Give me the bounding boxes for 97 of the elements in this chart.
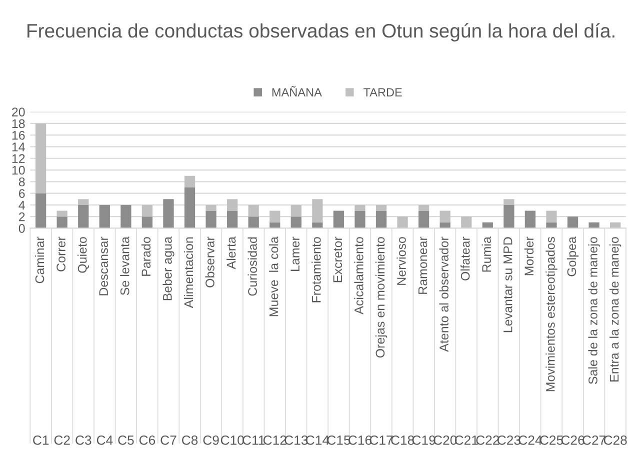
bar [142,216,153,228]
bar [504,204,514,228]
x-tick-label: Rumia [482,236,491,272]
text: C2 [54,435,70,445]
bar [163,199,174,228]
bar [120,204,132,228]
bar [333,210,344,228]
x-tick-label: Frotamiento [312,237,321,302]
legend-label: TARDE [364,88,402,96]
bar [418,204,430,211]
x-tick-label: Movimientos estereotipados [546,237,558,392]
x-tick-label: Lamer [290,236,300,271]
text: C3 [76,435,92,445]
y-tick-label: 18 [12,119,25,128]
text: C8 [182,435,198,445]
bar [78,204,89,228]
text: C4 [96,435,113,445]
bar [354,210,366,228]
bar [376,204,387,211]
bar [56,216,68,228]
y-tick-label: 14 [12,142,25,152]
x-tick-label: Excretor [333,236,342,282]
bar [226,199,238,211]
text: C17 [370,435,393,445]
bar [248,216,259,228]
bar [184,176,196,188]
bar [206,210,216,228]
x-tick-label: Ramonear [418,236,428,294]
x-tick-label: Observar [205,236,214,288]
x-tick-label: Entra a la zona de manejo [609,237,622,382]
bar [290,204,302,217]
x-tick-label: Atento al observador [439,236,448,352]
x-tick-label: Alimentacion [184,237,194,308]
x-tick-label: Levantar su MPD [504,237,512,332]
x-tick-label: Olfatear [460,236,470,280]
y-tick-label: 2 [18,212,25,222]
text: C5 [118,435,134,445]
y-tick-label: 20 [12,108,25,116]
bar [35,193,46,228]
bar [312,199,323,222]
x-tick-label: Mueve la cola [269,236,278,316]
text: C12 [263,435,286,445]
chart-title: Frecuencia de conductas observadas en Otun según la hora del día. [28,23,614,42]
y-tick-label: 8 [18,177,25,186]
bar [35,123,46,194]
bar [78,199,89,205]
x-tick-label: Nervioso [396,237,406,285]
x-tick-label: Morder [524,236,534,276]
x-tick-label: Parado [141,237,151,276]
x-tick-label: Correr [56,236,66,272]
bar [567,216,578,228]
text: C27 [582,435,606,445]
bar [418,210,430,228]
legend-label: MAÑANA [272,86,322,96]
bar [461,216,472,228]
bar [524,210,536,228]
text: C15 [327,435,350,445]
bar [397,216,408,228]
bar [184,187,196,228]
bar [226,210,238,228]
bar [290,216,302,228]
text: C22 [476,435,500,445]
y-tick-label: 12 [12,154,25,163]
x-tick-label: Beber agua [162,236,174,300]
y-tick-label: 6 [18,189,25,198]
bar [376,210,387,228]
x-tick-label: Caminar [34,236,44,284]
x-tick-label: Golpea [566,236,579,276]
y-tick-label: 0 [18,224,25,233]
x-tick-label: Sale de la zona de manejo [588,237,600,384]
bar [354,204,366,211]
x-tick-label: Se levanta [120,236,130,296]
bar [206,204,216,211]
bar [504,199,514,205]
x-tick-label: Quieto [78,237,89,273]
text: C10 [220,435,244,445]
text: C11 [242,435,265,445]
bar [142,204,153,217]
text: C9 [203,435,219,445]
x-tick-label: Descansar [99,236,108,296]
x-tick-label: Alerta [226,236,236,270]
x-tick-label: Curiosidad [248,237,257,296]
x-tick-label: Orejas en movimiento [375,237,388,358]
bar [270,210,280,222]
y-tick-label: 10 [12,166,25,175]
bar [56,210,68,217]
bar [248,204,259,217]
bar [99,204,110,228]
x-tick-label: Acicalamiento [354,237,364,314]
y-tick-label: 16 [12,130,25,140]
bar [546,210,557,222]
bar [440,210,450,222]
text: C7 [160,435,176,445]
text: C28 [604,435,627,445]
text: C1 [33,435,49,445]
y-tick-label: 4 [18,200,25,210]
text: C6 [139,435,156,445]
